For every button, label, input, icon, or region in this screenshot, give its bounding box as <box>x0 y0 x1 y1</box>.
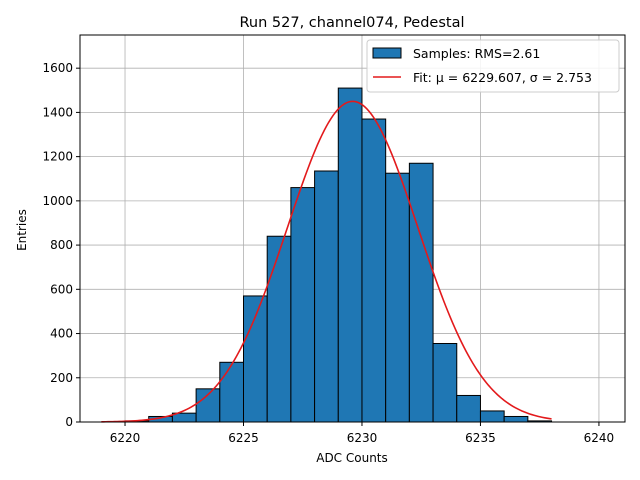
histogram-bar <box>385 172 410 423</box>
x-tick-label: 6235 <box>465 431 496 445</box>
y-axis-label: Entries <box>15 209 29 251</box>
y-tick-label: 800 <box>50 238 73 252</box>
y-tick-label: 400 <box>50 327 73 341</box>
legend-label-fit: Fit: μ = 6229.607, σ = 2.753 <box>413 70 592 85</box>
legend-box <box>366 39 620 93</box>
histogram-bar <box>290 187 316 423</box>
x-tick-label: 6225 <box>228 431 259 445</box>
y-tick-label: 1600 <box>42 61 73 75</box>
y-tick-label: 200 <box>50 371 73 385</box>
histogram-bars <box>124 87 553 423</box>
y-tick-label: 1400 <box>42 105 73 119</box>
histogram-bar <box>503 415 529 423</box>
legend-label-samples: Samples: RMS=2.61 <box>413 46 540 61</box>
x-axis-ticks: 6220 6225 6230 6235 6240 <box>110 422 614 445</box>
x-axis-label: ADC Counts <box>316 451 388 465</box>
x-tick-label: 6230 <box>347 431 378 445</box>
histogram-bar <box>219 361 245 423</box>
histogram-bar <box>314 170 339 423</box>
legend-swatch-samples <box>372 47 402 59</box>
x-tick-label: 6220 <box>110 431 141 445</box>
y-tick-label: 1200 <box>42 150 73 164</box>
plot-frame <box>79 34 626 423</box>
histogram-bar <box>408 162 434 423</box>
histogram-bar <box>361 118 387 423</box>
histogram-bar <box>479 410 505 423</box>
y-tick-label: 600 <box>50 282 73 296</box>
chart-title: Run 527, channel074, Pedestal <box>239 15 464 31</box>
gaussian-fit-curve <box>101 100 552 423</box>
histogram-bar <box>266 235 292 423</box>
histogram-bar <box>456 394 481 423</box>
y-axis-ticks: 0 200 400 600 800 1000 1200 1400 1600 <box>42 61 80 429</box>
y-tick-label: 0 <box>65 415 73 429</box>
y-tick-label: 1000 <box>42 194 73 208</box>
histogram-bar <box>337 87 363 423</box>
histogram-bar <box>432 342 458 423</box>
x-tick-label: 6240 <box>584 431 615 445</box>
legend: Samples: RMS=2.61 Fit: μ = 6229.607, σ =… <box>366 39 620 93</box>
